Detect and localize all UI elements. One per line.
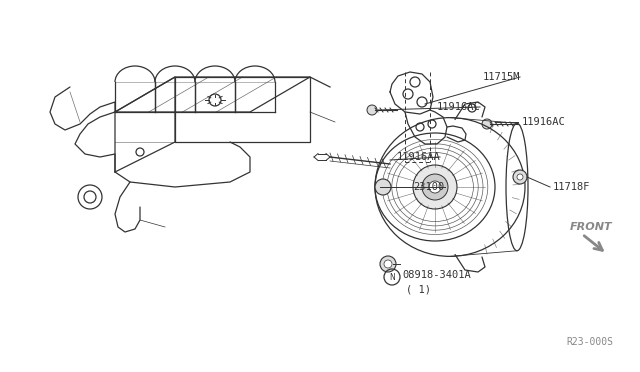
Text: R23-000S: R23-000S [566,337,614,347]
Circle shape [384,260,392,268]
Text: 11916AC: 11916AC [436,102,480,112]
Circle shape [429,181,441,193]
Circle shape [375,179,391,195]
Text: ( 1): ( 1) [406,284,431,294]
Text: FRONT: FRONT [570,222,612,232]
Circle shape [517,174,523,180]
Text: 08918-3401A: 08918-3401A [402,270,471,280]
Circle shape [422,174,448,200]
Text: 11715M: 11715M [483,72,520,82]
Text: N: N [389,273,395,282]
Text: 11916AA: 11916AA [396,152,440,162]
Text: 23100: 23100 [413,182,445,192]
Circle shape [482,119,492,129]
Text: 11916AC: 11916AC [522,117,566,127]
Text: 11718F: 11718F [553,182,591,192]
Circle shape [513,170,527,184]
Circle shape [367,105,377,115]
Circle shape [380,256,396,272]
Circle shape [413,165,457,209]
